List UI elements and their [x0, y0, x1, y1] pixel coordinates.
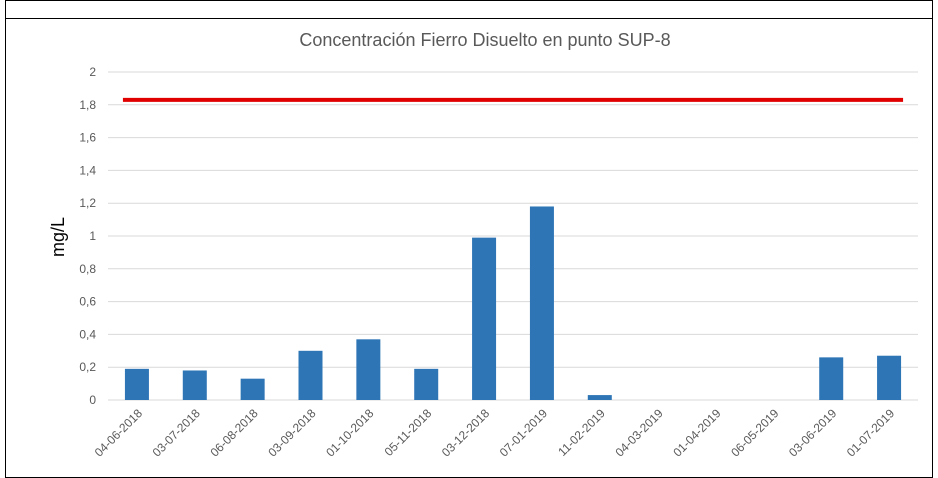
y-axis-label: mg/L: [48, 217, 68, 257]
y-tick-label: 1,6: [79, 131, 96, 145]
bar: [182, 370, 207, 400]
bar: [472, 237, 497, 400]
bar: [819, 357, 844, 400]
bar: [356, 339, 381, 400]
y-tick-label: 1,4: [79, 163, 96, 177]
outer-frame: [5, 0, 933, 478]
y-tick-label: 1,8: [79, 98, 96, 112]
y-tick-label: 2: [89, 65, 96, 79]
y-tick-label: 1: [89, 229, 96, 243]
y-tick-label: 0,4: [79, 327, 96, 341]
y-tick-label: 0,8: [79, 262, 96, 276]
bar: [529, 206, 554, 400]
bar: [124, 368, 149, 400]
bar: [587, 395, 612, 400]
y-tick-label: 0: [89, 393, 96, 407]
bar: [877, 355, 902, 400]
y-tick-label: 1,2: [79, 196, 96, 210]
chart-title: Concentración Fierro Disuelto en punto S…: [299, 30, 670, 50]
bar: [414, 368, 439, 400]
bar: [240, 378, 265, 400]
y-tick-label: 0,2: [79, 360, 96, 374]
bar: [298, 350, 323, 400]
y-tick-label: 0,6: [79, 295, 96, 309]
